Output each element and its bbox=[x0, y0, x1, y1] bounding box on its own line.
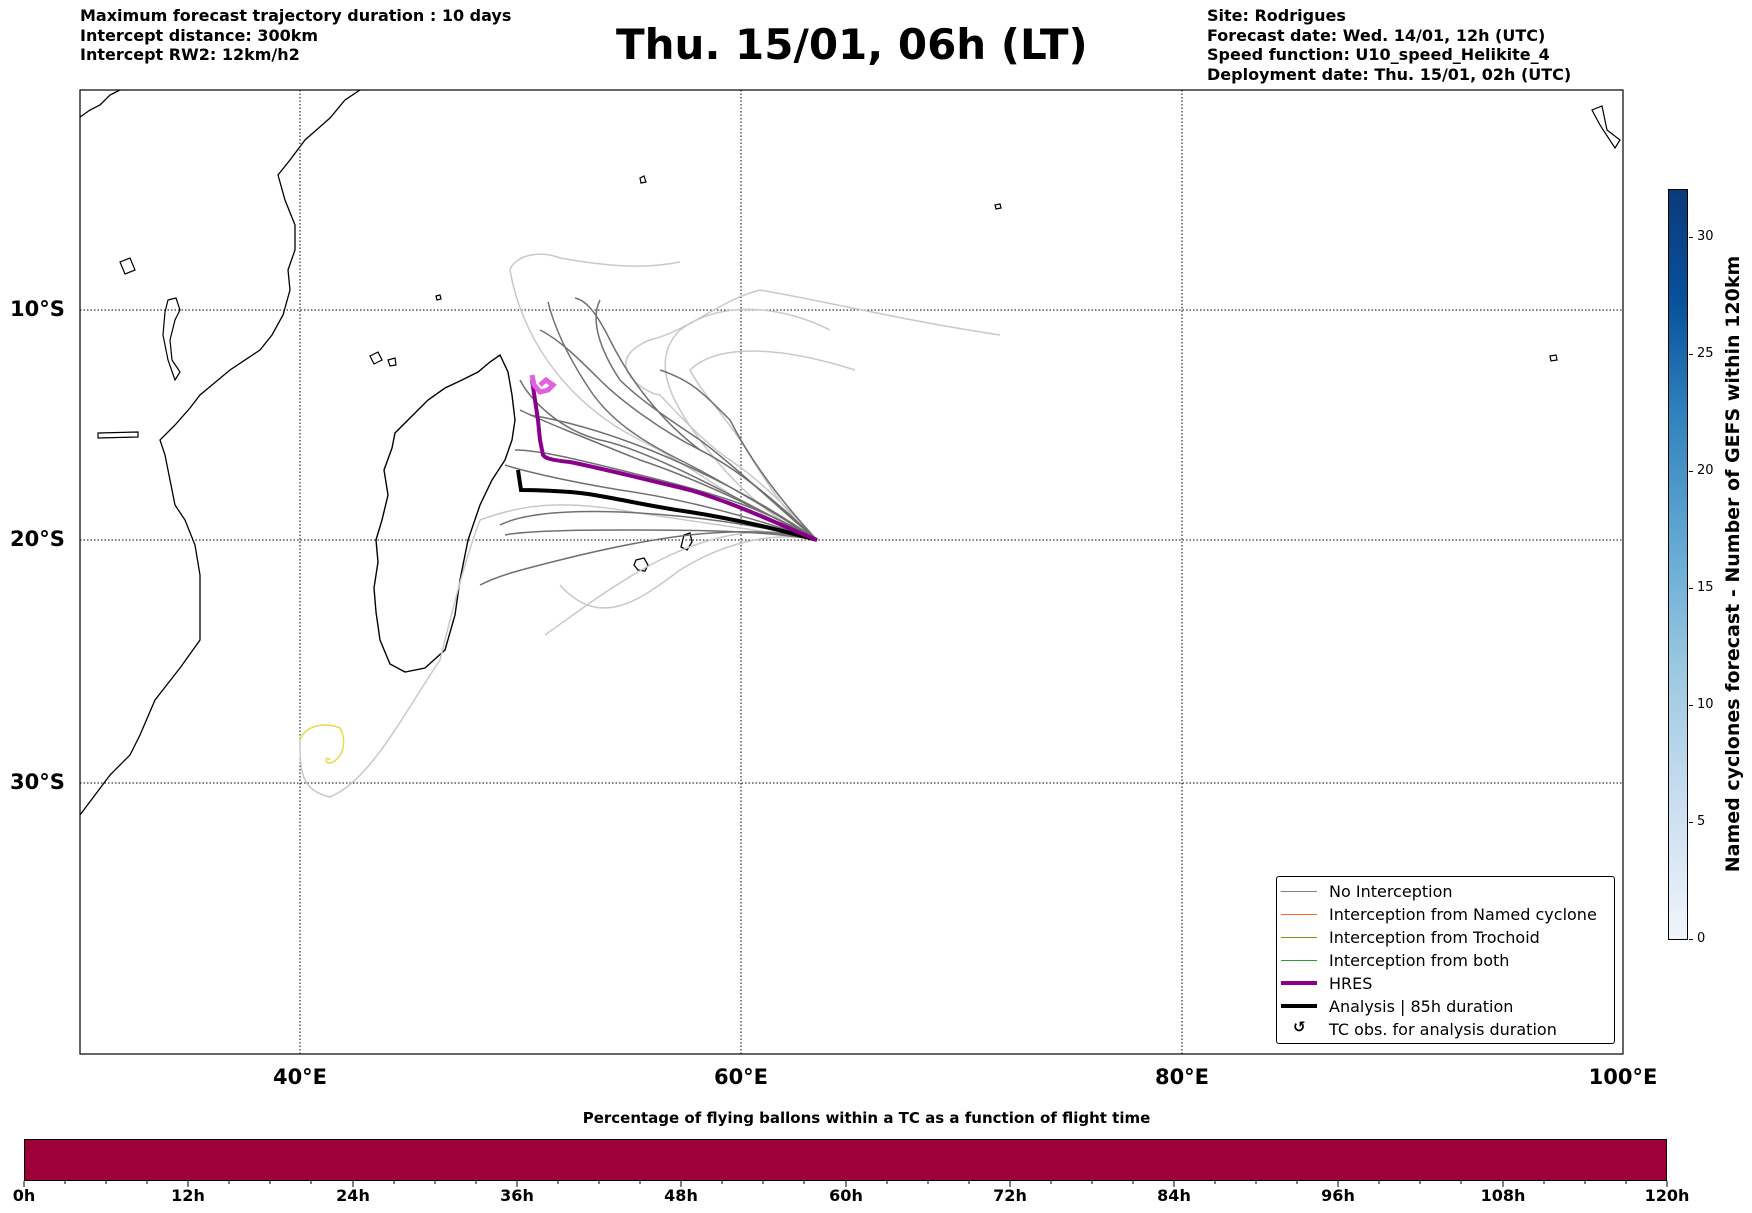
madagascar-coastline bbox=[373, 353, 516, 673]
legend-item-named-cyclone: Interception from Named cyclone bbox=[1277, 903, 1614, 926]
colorbar-label: Named cyclones forecast - Number of GEFS… bbox=[1722, 255, 1744, 873]
hres-trajectory bbox=[530, 379, 818, 542]
time-bar bbox=[24, 1139, 1667, 1181]
legend-label: Analysis | 85h duration bbox=[1329, 997, 1514, 1016]
speed-function-text: Speed function: U10_speed_Helikite_4 bbox=[1207, 45, 1550, 64]
time-tick-label: 24h bbox=[336, 1186, 370, 1205]
legend-swatch bbox=[1281, 981, 1317, 985]
legend-item-hres: HRES bbox=[1277, 972, 1614, 995]
time-tick-label: 108h bbox=[1480, 1186, 1526, 1205]
time-tick-label: 36h bbox=[500, 1186, 534, 1205]
time-tick-label: 0h bbox=[12, 1186, 36, 1205]
map-frame bbox=[79, 89, 1624, 1055]
far-east-islands bbox=[1549, 105, 1621, 362]
deployment-date-text: Deployment date: Thu. 15/01, 02h (UTC) bbox=[1207, 64, 1572, 84]
legend-label: Interception from Named cyclone bbox=[1329, 905, 1597, 924]
mozambique-channel-islands bbox=[97, 297, 181, 439]
header-left-info: Maximum forecast trajectory duration : 1… bbox=[80, 6, 511, 65]
legend-label: Interception from both bbox=[1329, 951, 1510, 970]
lat-label-30s: 30°S bbox=[10, 770, 65, 794]
lon-label-80e: 80°E bbox=[1154, 1065, 1210, 1089]
time-tick-label: 48h bbox=[664, 1186, 698, 1205]
time-tick-label: 84h bbox=[1157, 1186, 1191, 1205]
africa-coastline bbox=[80, 90, 361, 816]
legend-item-both: Interception from both bbox=[1277, 949, 1614, 972]
colorbar bbox=[1668, 189, 1688, 940]
lat-label-20s: 20°S bbox=[10, 527, 65, 551]
seychelles-islands bbox=[435, 175, 1002, 301]
comoros-islands bbox=[119, 257, 397, 367]
legend-item-no-interception: No Interception bbox=[1277, 880, 1614, 903]
lon-label-60e: 60°E bbox=[713, 1065, 769, 1089]
lon-label-40e: 40°E bbox=[272, 1065, 328, 1089]
legend-swatch bbox=[1281, 960, 1317, 961]
header-right-info: Site: Rodrigues Forecast date: Wed. 14/0… bbox=[1207, 6, 1571, 84]
time-bar-title: Percentage of flying ballons within a TC… bbox=[582, 1109, 1151, 1127]
legend-swatch bbox=[1281, 937, 1317, 938]
time-tick-label: 96h bbox=[1321, 1186, 1355, 1205]
tc-obs-track bbox=[529, 374, 557, 395]
africa-horn-coastline bbox=[80, 90, 121, 118]
time-tick-label: 60h bbox=[829, 1186, 863, 1205]
lon-label-100e: 100°E bbox=[1588, 1065, 1658, 1089]
legend-label: HRES bbox=[1329, 974, 1373, 993]
legend-item-tc-obs: ↺ TC obs. for analysis duration bbox=[1277, 1018, 1614, 1041]
light-trajectories bbox=[299, 253, 1001, 798]
legend-label: Interception from Trochoid bbox=[1329, 928, 1540, 947]
lat-label-10s: 10°S bbox=[10, 297, 65, 321]
site-text: Site: Rodrigues bbox=[1207, 6, 1346, 25]
legend-item-trochoid: Interception from Trochoid bbox=[1277, 926, 1614, 949]
cyclone-icon: ↺ bbox=[1293, 1018, 1306, 1036]
page-title: Thu. 15/01, 06h (LT) bbox=[616, 20, 1088, 69]
mauritius-island bbox=[680, 532, 693, 551]
analysis-trajectory bbox=[516, 469, 818, 542]
reunion-island bbox=[633, 557, 649, 572]
legend-swatch bbox=[1281, 914, 1317, 915]
intercept-rw2-text: Intercept RW2: 12km/h2 bbox=[80, 45, 300, 64]
no-interception-trajectories bbox=[479, 297, 818, 586]
forecast-date-text: Forecast date: Wed. 14/01, 12h (UTC) bbox=[1207, 25, 1546, 45]
time-tick-label: 12h bbox=[171, 1186, 205, 1205]
max-duration-text: Maximum forecast trajectory duration : 1… bbox=[80, 6, 512, 25]
legend-label: TC obs. for analysis duration bbox=[1329, 1020, 1557, 1039]
time-tick-label: 120h bbox=[1644, 1186, 1690, 1205]
intercept-distance-text: Intercept distance: 300km bbox=[80, 25, 319, 45]
gridlines bbox=[80, 90, 1623, 1054]
time-tick-label: 72h bbox=[993, 1186, 1027, 1205]
time-bar-ticks bbox=[23, 1181, 1668, 1187]
legend-swatch bbox=[1281, 891, 1317, 892]
legend-label: No Interception bbox=[1329, 882, 1453, 901]
legend-item-analysis: Analysis | 85h duration bbox=[1277, 995, 1614, 1018]
yellow-loop-track bbox=[299, 724, 345, 764]
legend-swatch bbox=[1281, 1004, 1317, 1008]
legend: No Interception Interception from Named … bbox=[1276, 876, 1615, 1044]
